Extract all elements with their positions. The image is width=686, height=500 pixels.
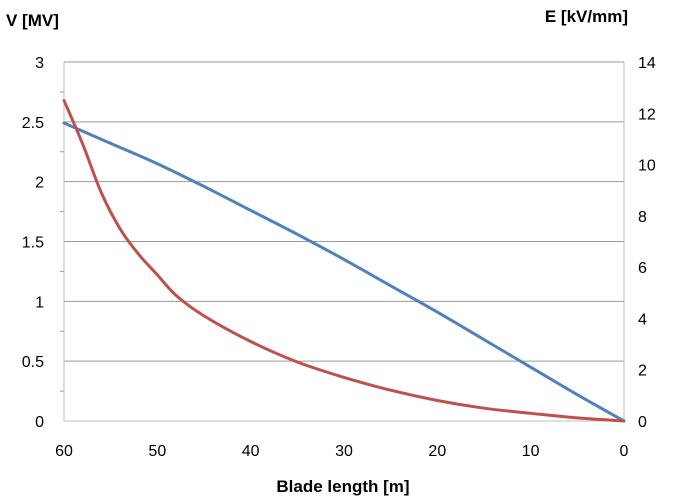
y-right-tick-label: 10 xyxy=(638,158,656,175)
x-tick-label: 0 xyxy=(620,443,629,460)
y-left-tick-label: 2 xyxy=(35,175,44,192)
x-tick-label: 40 xyxy=(242,443,260,460)
y-right-tick-label: 12 xyxy=(638,106,656,123)
y-right-tick-label: 8 xyxy=(638,209,647,226)
y-left-tick-label: 1.5 xyxy=(22,235,44,252)
x-tick-label: 60 xyxy=(55,443,73,460)
gridlines xyxy=(64,61,624,362)
x-tick-label: 50 xyxy=(148,443,166,460)
y-left-tick-label: 0.5 xyxy=(22,354,44,371)
series-line-e-field xyxy=(62,98,626,423)
minor-ticks xyxy=(60,91,64,392)
y-left-tick-label: 0 xyxy=(35,414,44,431)
y-right-tick-label: 2 xyxy=(638,363,647,380)
y-left-tick-label: 2.5 xyxy=(22,115,44,132)
series-line-voltage xyxy=(62,121,626,423)
x-tick-label: 30 xyxy=(335,443,353,460)
x-tick-label: 20 xyxy=(428,443,446,460)
series-group xyxy=(62,98,626,423)
x-tick-label: 10 xyxy=(522,443,540,460)
right-axis-title: E [kV/mm] xyxy=(545,7,628,26)
y-right-tick-label: 4 xyxy=(638,311,647,328)
left-axis-title: V [MV] xyxy=(6,11,59,30)
x-axis-title: Blade length [m] xyxy=(276,477,409,496)
y-left-tick-label: 3 xyxy=(35,55,44,72)
y-left-tick-label: 1 xyxy=(35,294,44,311)
y-right-tick-label: 6 xyxy=(638,260,647,277)
y-right-tick-label: 14 xyxy=(638,55,656,72)
y-right-tick-label: 0 xyxy=(638,414,647,431)
